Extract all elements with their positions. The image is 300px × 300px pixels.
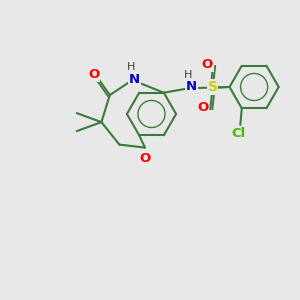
Text: N: N xyxy=(186,80,197,93)
Text: O: O xyxy=(88,68,100,81)
Text: N: N xyxy=(129,73,140,86)
Text: H: H xyxy=(184,70,192,80)
Text: O: O xyxy=(202,58,213,71)
Text: O: O xyxy=(140,152,151,166)
Text: H: H xyxy=(127,62,135,73)
Text: Cl: Cl xyxy=(232,127,246,140)
Text: S: S xyxy=(208,80,218,94)
Text: O: O xyxy=(197,101,208,115)
